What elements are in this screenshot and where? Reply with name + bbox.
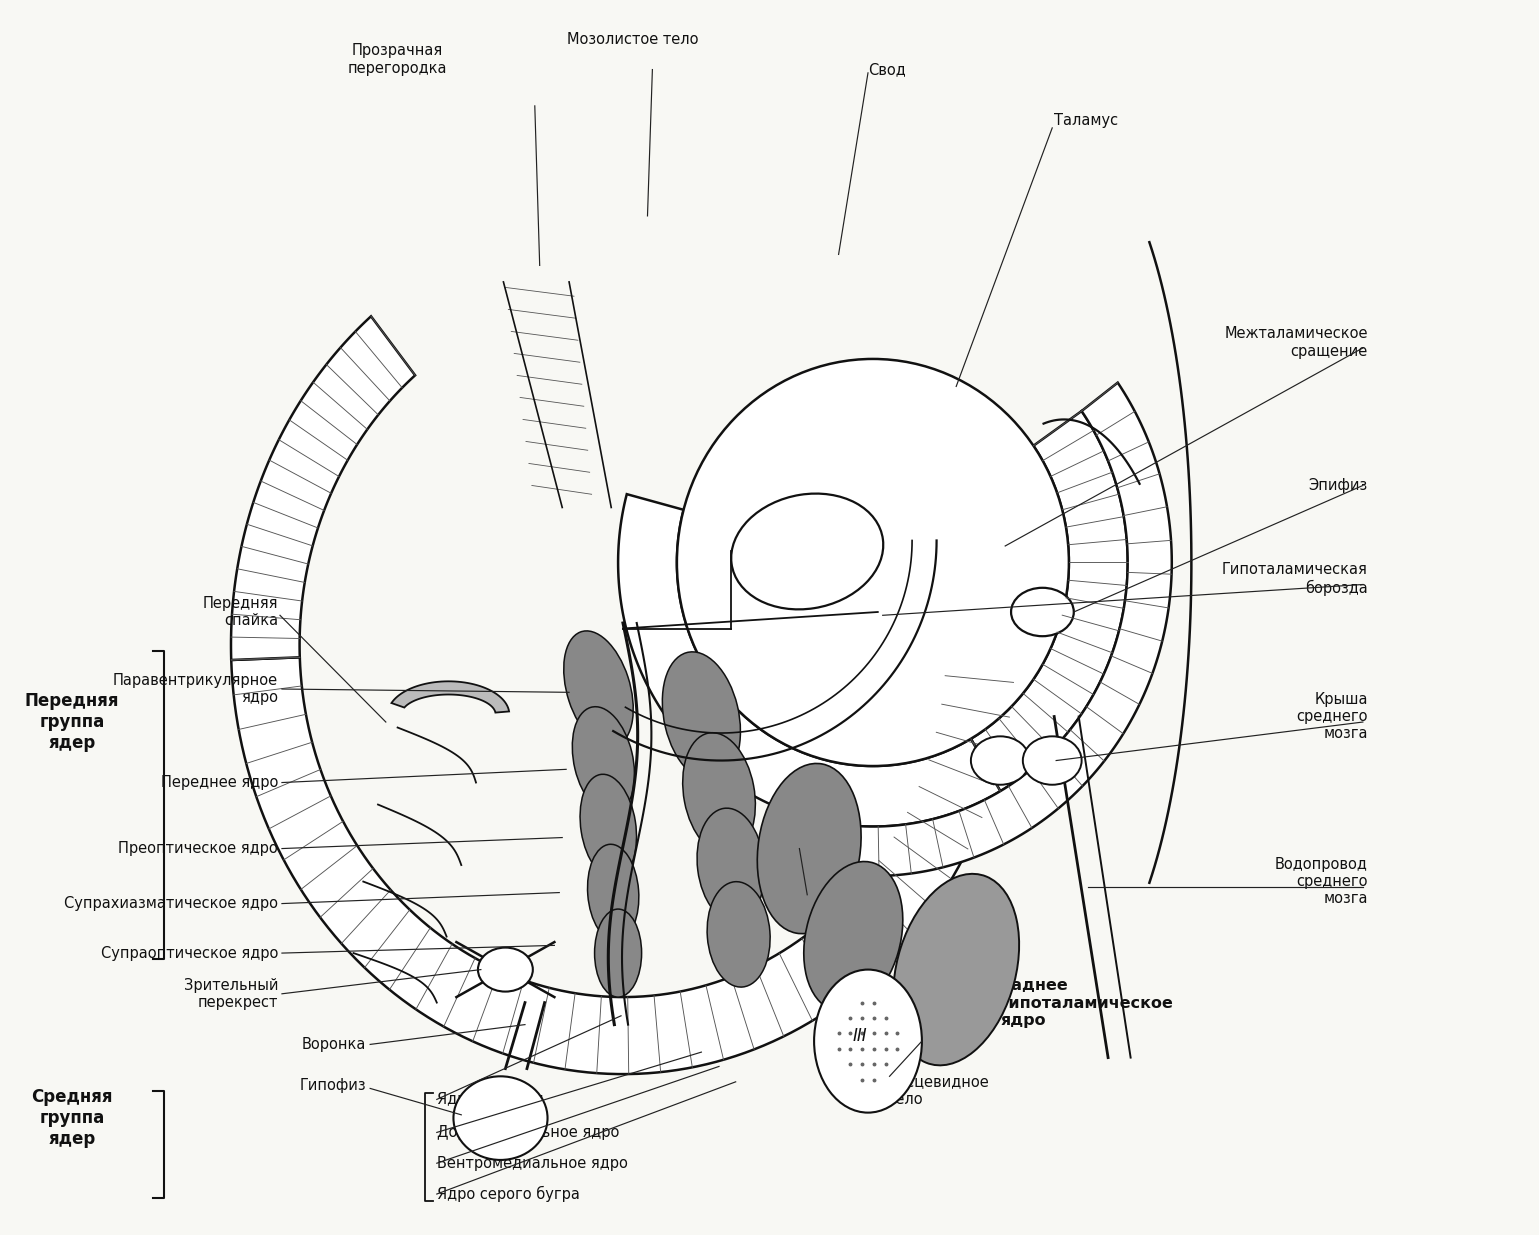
Ellipse shape [1011, 588, 1074, 636]
Polygon shape [231, 316, 416, 659]
Text: Паравентрикулярное
ядро: Паравентрикулярное ядро [112, 673, 279, 705]
Text: Передняя
спайка: Передняя спайка [203, 595, 279, 629]
Ellipse shape [971, 736, 1030, 784]
Text: Эпифиз: Эпифиз [1308, 478, 1368, 493]
Text: Зрительный
перекрест: Зрительный перекрест [183, 978, 279, 1010]
Ellipse shape [454, 1077, 548, 1160]
Ellipse shape [573, 706, 634, 814]
Text: Воронка: Воронка [302, 1037, 366, 1052]
Text: Мозолистое тело: Мозолистое тело [566, 32, 699, 47]
Ellipse shape [893, 874, 1019, 1066]
Ellipse shape [594, 909, 642, 997]
Text: Вентромедиальное ядро: Вентромедиальное ядро [437, 1156, 628, 1171]
Ellipse shape [677, 359, 1070, 766]
Text: Преоптическое ядро: Преоптическое ядро [119, 841, 279, 856]
Text: Межталамическое
сращение: Межталамическое сращение [1225, 326, 1368, 358]
Polygon shape [846, 383, 1171, 876]
Text: Гипоталамическая
борозда: Гипоталамическая борозда [1222, 562, 1368, 595]
Text: Гипофиз: Гипофиз [300, 1078, 366, 1093]
Text: Ядро серого бугра: Ядро серого бугра [437, 1186, 580, 1202]
Ellipse shape [697, 808, 765, 923]
Ellipse shape [580, 774, 637, 879]
Ellipse shape [683, 732, 756, 855]
Ellipse shape [757, 763, 862, 934]
Ellipse shape [588, 845, 639, 941]
Ellipse shape [706, 882, 770, 987]
Text: Прозрачная
перегородка: Прозрачная перегородка [348, 43, 448, 75]
Text: Заднее
гипоталамическое
ядро: Заднее гипоталамическое ядро [1000, 978, 1173, 1029]
Ellipse shape [814, 969, 922, 1113]
Text: Супрахиазматическое ядро: Супрахиазматическое ядро [65, 897, 279, 911]
Text: Средняя
группа
ядер: Средняя группа ядер [31, 1088, 112, 1147]
Ellipse shape [803, 862, 903, 1011]
Text: Супраоптическое ядро: Супраоптическое ядро [100, 946, 279, 961]
Polygon shape [231, 657, 1014, 1074]
Text: III: III [853, 1026, 868, 1045]
Text: Переднее ядро: Переднее ядро [160, 776, 279, 790]
Text: Серый
бугор: Серый бугор [808, 893, 857, 926]
Ellipse shape [479, 947, 532, 992]
Text: Ядро воронки: Ядро воронки [437, 1092, 543, 1107]
Ellipse shape [563, 631, 633, 747]
Text: Передняя
группа
ядер: Передняя группа ядер [25, 693, 120, 752]
Text: Сосцевидное
тело: Сосцевидное тело [888, 1074, 990, 1107]
Text: Таламус: Таламус [1054, 112, 1119, 127]
Polygon shape [619, 494, 1000, 826]
Polygon shape [971, 411, 1128, 792]
Polygon shape [391, 682, 509, 713]
Text: Крыша
среднего
мозга: Крыша среднего мозга [1296, 692, 1368, 741]
Ellipse shape [662, 652, 740, 782]
Text: Свод: Свод [868, 62, 906, 77]
Ellipse shape [1023, 736, 1082, 784]
Ellipse shape [731, 494, 883, 609]
Text: Дорсомедиальное ядро: Дорсомедиальное ядро [437, 1125, 619, 1140]
Text: Водопровод
среднего
мозга: Водопровод среднего мозга [1274, 857, 1368, 906]
